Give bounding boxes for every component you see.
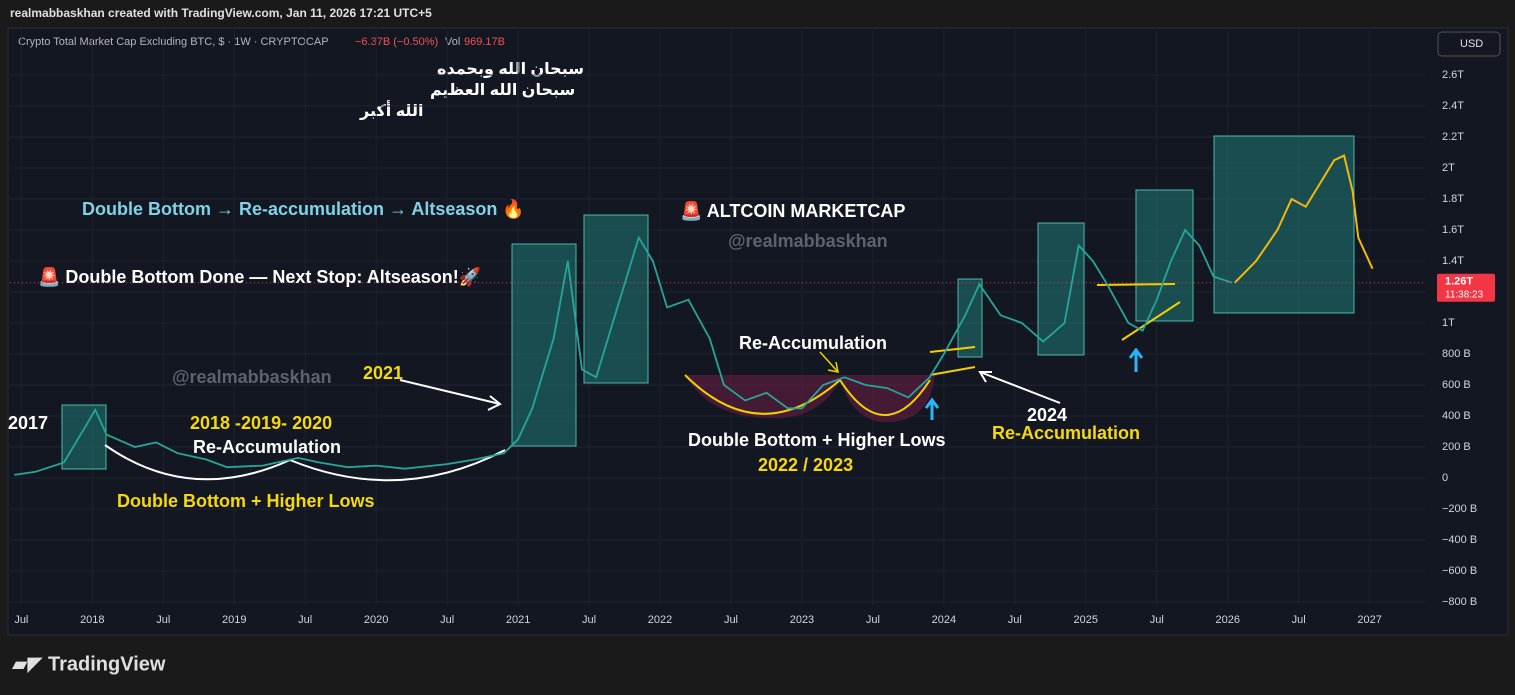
annotation: 2021 bbox=[363, 363, 403, 383]
y-tick-label: 800 B bbox=[1442, 348, 1471, 360]
annotation: Double Bottom + Higher Lows bbox=[688, 430, 946, 450]
x-tick-label: Jul bbox=[298, 614, 312, 626]
y-tick-label: 1T bbox=[1442, 317, 1455, 329]
x-tick-label: Jul bbox=[440, 614, 454, 626]
x-tick-label: Jul bbox=[14, 614, 28, 626]
x-tick-label: Jul bbox=[866, 614, 880, 626]
footer-logo: TradingView bbox=[48, 653, 166, 675]
annotation: Re-Accumulation bbox=[739, 333, 887, 353]
currency[interactable]: USD bbox=[1460, 38, 1483, 50]
x-tick-label: Jul bbox=[1008, 614, 1022, 626]
price-tag bbox=[1437, 273, 1495, 302]
annotation: 🚨 Double Bottom Done — Next Stop: Altsea… bbox=[38, 266, 481, 287]
x-tick-label: Jul bbox=[582, 614, 596, 626]
zone bbox=[1135, 189, 1194, 322]
header: realmabbaskhan created with TradingView.… bbox=[10, 6, 432, 20]
y-tick-label: 2.6T bbox=[1442, 69, 1464, 81]
y-tick-label: 0 bbox=[1442, 472, 1448, 484]
x-tick-label: 2018 bbox=[80, 614, 104, 626]
annotation: 2018 -2019- 2020 bbox=[190, 413, 332, 433]
arabic-line: سبحان الله العظيم bbox=[430, 82, 575, 99]
price-timer: 11:38:23 bbox=[1445, 289, 1484, 300]
annotation: 🚨 ALTCOIN MARKETCAP bbox=[680, 200, 905, 221]
y-tick-label: 2.2T bbox=[1442, 131, 1464, 143]
zone bbox=[61, 404, 107, 470]
x-tick-label: 2025 bbox=[1074, 614, 1098, 626]
y-tick-label: 400 B bbox=[1442, 410, 1471, 422]
x-tick-label: 2023 bbox=[790, 614, 814, 626]
annotation: Double Bottom + Higher Lows bbox=[117, 491, 375, 511]
currency-button[interactable] bbox=[1437, 31, 1501, 57]
annotation: Re-Accumulation bbox=[193, 437, 341, 457]
price-label: 1.26T bbox=[1445, 276, 1473, 288]
x-tick-label: Jul bbox=[156, 614, 170, 626]
trend-line bbox=[1121, 301, 1181, 341]
price-line bbox=[1234, 154, 1374, 284]
watermark: @realmabbaskhan bbox=[728, 231, 888, 251]
logo-mark: ▰◤ bbox=[12, 653, 43, 675]
y-tick-label: −400 B bbox=[1442, 534, 1477, 546]
x-tick-label: Jul bbox=[1292, 614, 1306, 626]
annotation: 2022 / 2023 bbox=[758, 455, 853, 475]
change: −6.37B (−0.50%) bbox=[355, 36, 438, 48]
watermark: @realmabbaskhan bbox=[172, 367, 332, 387]
zone bbox=[957, 278, 983, 358]
y-tick-label: 2.4T bbox=[1442, 100, 1464, 112]
trend-line bbox=[929, 366, 976, 376]
x-tick-label: 2026 bbox=[1215, 614, 1239, 626]
x-tick-label: 2022 bbox=[648, 614, 672, 626]
trend-line bbox=[929, 346, 976, 353]
arrow bbox=[978, 371, 1061, 404]
chart-panel bbox=[7, 27, 1509, 636]
annotation: Re-Accumulation bbox=[992, 423, 1140, 443]
y-tick-label: −800 B bbox=[1442, 596, 1477, 608]
y-tick-label: −200 B bbox=[1442, 503, 1477, 515]
symbol: Crypto Total Market Cap Excluding BTC, $… bbox=[18, 36, 329, 48]
price-line bbox=[14, 228, 1233, 476]
annotation: Double Bottom → Re-accumulation → Altsea… bbox=[82, 198, 525, 219]
arrow bbox=[1128, 347, 1144, 372]
arabic-line: سبحان الله وبحمده bbox=[437, 61, 584, 78]
volume-label: Vol bbox=[445, 36, 460, 48]
arc bbox=[684, 374, 931, 416]
zone bbox=[1037, 222, 1085, 356]
x-tick-label: 2019 bbox=[222, 614, 246, 626]
arabic-line: الله أكبر bbox=[359, 100, 423, 120]
x-tick-label: 2027 bbox=[1357, 614, 1381, 626]
y-tick-label: 2T bbox=[1442, 162, 1455, 174]
y-tick-label: 200 B bbox=[1442, 441, 1471, 453]
annotation: 2024 bbox=[1027, 405, 1067, 425]
x-tick-label: 2021 bbox=[506, 614, 530, 626]
annotation: 2017 bbox=[8, 413, 48, 433]
x-tick-label: 2024 bbox=[932, 614, 956, 626]
y-tick-label: 1.8T bbox=[1442, 193, 1464, 205]
x-tick-label: 2020 bbox=[364, 614, 388, 626]
y-tick-label: 1.4T bbox=[1442, 255, 1464, 267]
x-tick-label: Jul bbox=[724, 614, 738, 626]
arrow bbox=[924, 397, 940, 420]
x-tick-label: Jul bbox=[1150, 614, 1164, 626]
y-tick-label: 600 B bbox=[1442, 379, 1471, 391]
volume: 969.17B bbox=[464, 36, 505, 48]
y-tick-label: 1.6T bbox=[1442, 224, 1464, 236]
arrow bbox=[399, 379, 502, 411]
zone bbox=[511, 243, 577, 447]
arrow bbox=[819, 351, 839, 373]
y-tick-label: −600 B bbox=[1442, 565, 1477, 577]
